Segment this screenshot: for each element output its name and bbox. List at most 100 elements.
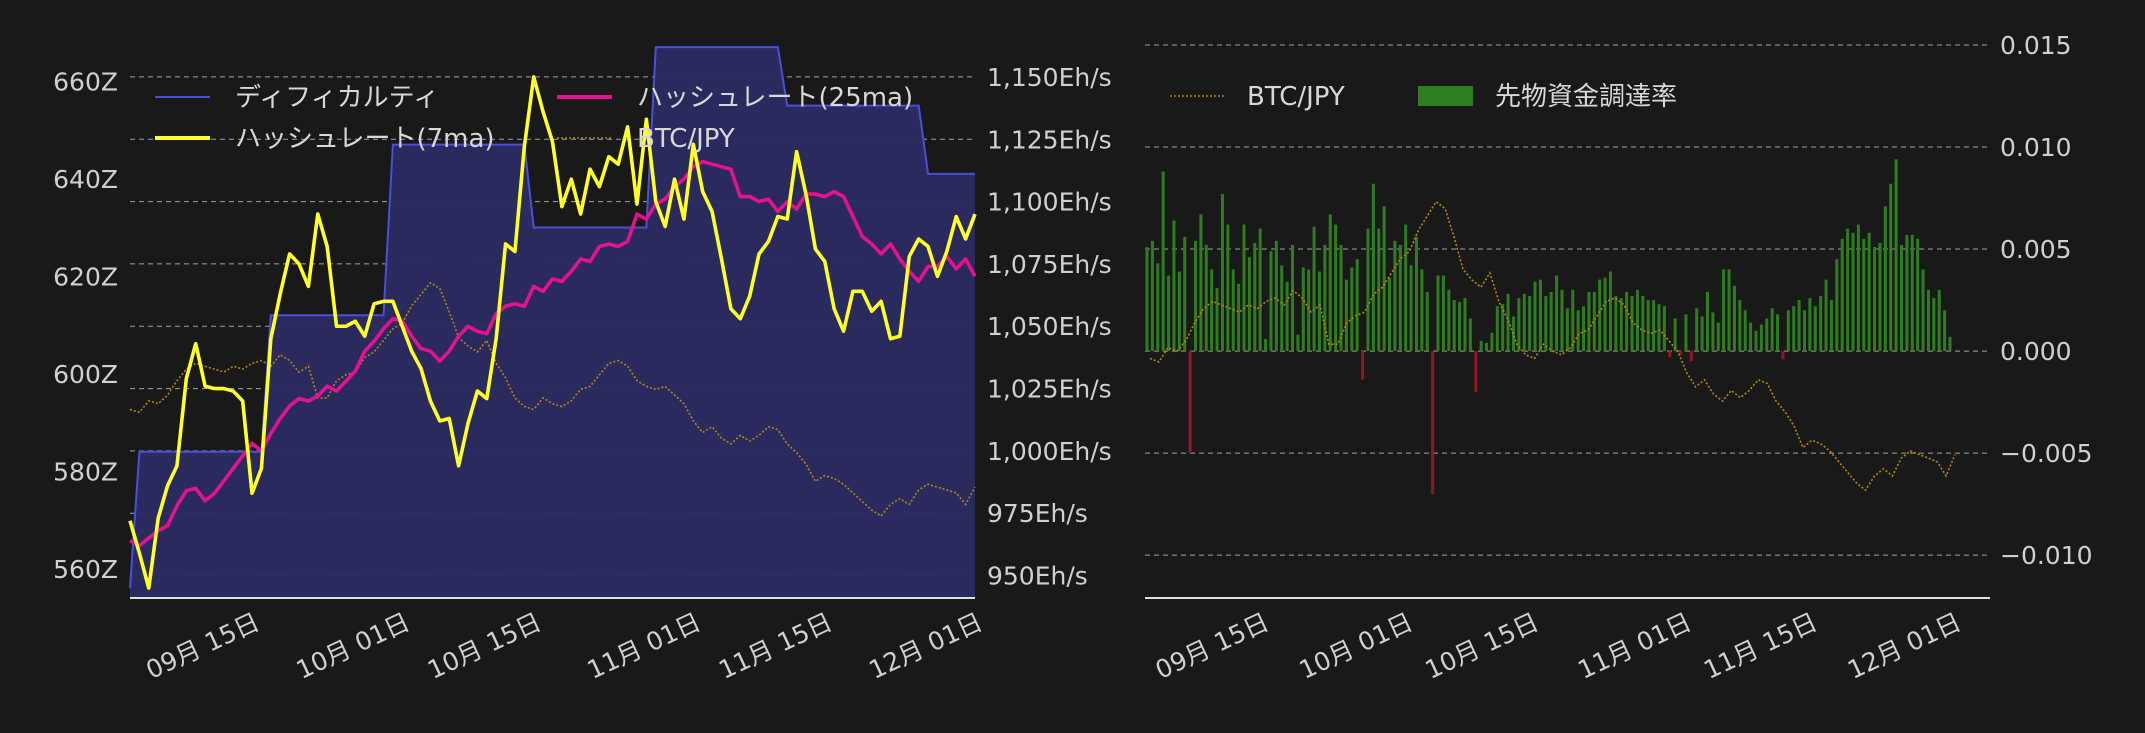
funding-rate-bar xyxy=(1641,295,1645,352)
funding-rate-bar xyxy=(1188,351,1192,454)
funding-rate-bar xyxy=(1398,244,1402,352)
funding-rate-bar xyxy=(1317,271,1321,352)
left-right-tick-label: 1,125Eh/s xyxy=(987,125,1112,154)
right-y-tick-label: 0.015 xyxy=(2000,31,2072,60)
right-x-tick-label: 12月 01日 xyxy=(1843,607,1965,685)
left-left-tick-label: 640Z xyxy=(53,165,118,194)
funding-rate-bar xyxy=(1420,269,1424,352)
funding-rate-bar xyxy=(1770,308,1774,352)
funding-rate-bar xyxy=(1468,318,1472,352)
funding-rate-bar xyxy=(1883,206,1887,352)
funding-rate-bar xyxy=(1598,279,1602,352)
funding-rate-bar xyxy=(1749,322,1753,352)
funding-rate-bar xyxy=(1630,295,1634,352)
left-left-tick-label: 580Z xyxy=(53,457,118,486)
funding-rate-bar xyxy=(1517,298,1521,352)
legend-hashrate-25ma-label: ハッシュレート(25ma) xyxy=(637,83,913,113)
funding-rate-bar xyxy=(1894,159,1898,352)
funding-rate-bar xyxy=(1183,236,1187,352)
left-right-tick-label: 1,000Eh/s xyxy=(987,437,1112,466)
funding-rate-bar xyxy=(1846,228,1850,352)
funding-rate-bar xyxy=(1161,171,1165,352)
funding-rate-bar xyxy=(1199,214,1203,352)
funding-rate-bar xyxy=(1528,295,1532,352)
funding-rate-bar xyxy=(1382,206,1386,352)
funding-rate-bar xyxy=(1269,251,1273,352)
funding-rate-bar xyxy=(1555,275,1559,352)
funding-rate-bar xyxy=(1431,351,1435,494)
funding-rate-bar xyxy=(1388,277,1392,352)
funding-rate-bar xyxy=(1899,244,1903,352)
funding-rate-bar xyxy=(1932,298,1936,352)
funding-rate-bar xyxy=(1625,291,1629,352)
funding-rate-bar xyxy=(1662,306,1666,352)
legend-btc-jpy-label: BTC/JPY xyxy=(1247,82,1345,112)
right-x-tick-label: 09月 15日 xyxy=(1151,607,1273,685)
funding-rate-bar xyxy=(1339,244,1343,352)
funding-rate-bar xyxy=(1237,283,1241,352)
funding-rate-bar xyxy=(1889,183,1893,352)
funding-rate-bar xyxy=(1652,300,1656,352)
funding-rate-bar xyxy=(1258,228,1262,352)
right-x-tick-label: 11月 01日 xyxy=(1573,607,1695,685)
funding-rate-bar xyxy=(1361,351,1365,380)
funding-rate-bar xyxy=(1722,269,1726,352)
right-y-tick-label: 0.010 xyxy=(2000,133,2072,162)
left-right-tick-label: 1,025Eh/s xyxy=(987,375,1112,404)
left-left-tick-label: 660Z xyxy=(53,67,118,96)
funding-rate-bar xyxy=(1296,334,1300,352)
right-legend: BTC/JPY 先物資金調達率 xyxy=(1170,82,1677,112)
funding-rate-bar xyxy=(1603,277,1607,352)
left-left-tick-label: 560Z xyxy=(53,555,118,584)
funding-rate-bar xyxy=(1247,257,1251,352)
funding-rate-bar xyxy=(1194,240,1198,352)
funding-rate-bar xyxy=(1323,244,1327,352)
funding-rate-bar xyxy=(1905,234,1909,352)
funding-rate-bar xyxy=(1501,304,1505,352)
funding-rate-bar xyxy=(1635,289,1639,352)
funding-rate-bar xyxy=(1371,183,1375,352)
funding-rate-bar xyxy=(1948,336,1952,352)
funding-rate-bar xyxy=(1738,300,1742,352)
legend-funding-swatch xyxy=(1418,86,1473,106)
funding-rate-bar xyxy=(1506,293,1510,352)
funding-rate-bar xyxy=(1797,300,1801,352)
funding-rate-bar xyxy=(1921,269,1925,352)
left-left-tick-label: 620Z xyxy=(53,262,118,291)
right-y-tick-label: 0.000 xyxy=(2000,337,2072,366)
right-x-tick-label: 10月 01日 xyxy=(1295,607,1417,685)
legend-difficulty-label: ディフィカルティ xyxy=(235,83,439,113)
difficulty-area xyxy=(130,47,975,598)
funding-rate-bar xyxy=(1587,291,1591,352)
funding-rate-bar xyxy=(1668,351,1672,358)
left-legend: ディフィカルティ ハッシュレート(25ma) ハッシュレート(7ma) BTC/JPY xyxy=(155,83,913,154)
legend-hashrate-7ma-label: ハッシュレート(7ma) xyxy=(235,124,495,154)
funding-rate-bar xyxy=(1565,308,1569,352)
left-right-tick-label: 975Eh/s xyxy=(987,499,1088,528)
funding-rate-bar xyxy=(1490,332,1494,352)
right-y-tick-label: −0.010 xyxy=(2000,541,2093,570)
funding-rate-bar xyxy=(1689,351,1693,362)
funding-rate-bar xyxy=(1177,271,1181,352)
funding-rate-bar xyxy=(1754,330,1758,352)
funding-rate-bar xyxy=(1291,244,1295,352)
funding-rate-bar xyxy=(1463,298,1467,352)
funding-rate-bar xyxy=(1937,289,1941,352)
funding-rate-bar xyxy=(1792,306,1796,352)
funding-rate-bar xyxy=(1538,279,1542,352)
funding-rate-bar xyxy=(1614,295,1618,352)
right-x-tick-label: 11月 15日 xyxy=(1699,607,1821,685)
funding-rate-bar xyxy=(1328,214,1332,352)
funding-rate-bar xyxy=(1301,267,1305,352)
funding-rate-bar xyxy=(1533,281,1537,352)
funding-rate-bar xyxy=(1862,238,1866,352)
funding-rate-bar xyxy=(1285,281,1289,352)
funding-rate-bar xyxy=(1549,291,1553,352)
funding-rate-bar xyxy=(1824,279,1828,352)
funding-rate-bar xyxy=(1765,318,1769,352)
funding-rate-bar xyxy=(1759,324,1763,352)
funding-rate-bar xyxy=(1781,351,1785,360)
funding-rate-bar xyxy=(1878,242,1882,352)
funding-rate-bar xyxy=(1452,300,1456,352)
funding-rate-bar xyxy=(1226,224,1230,352)
